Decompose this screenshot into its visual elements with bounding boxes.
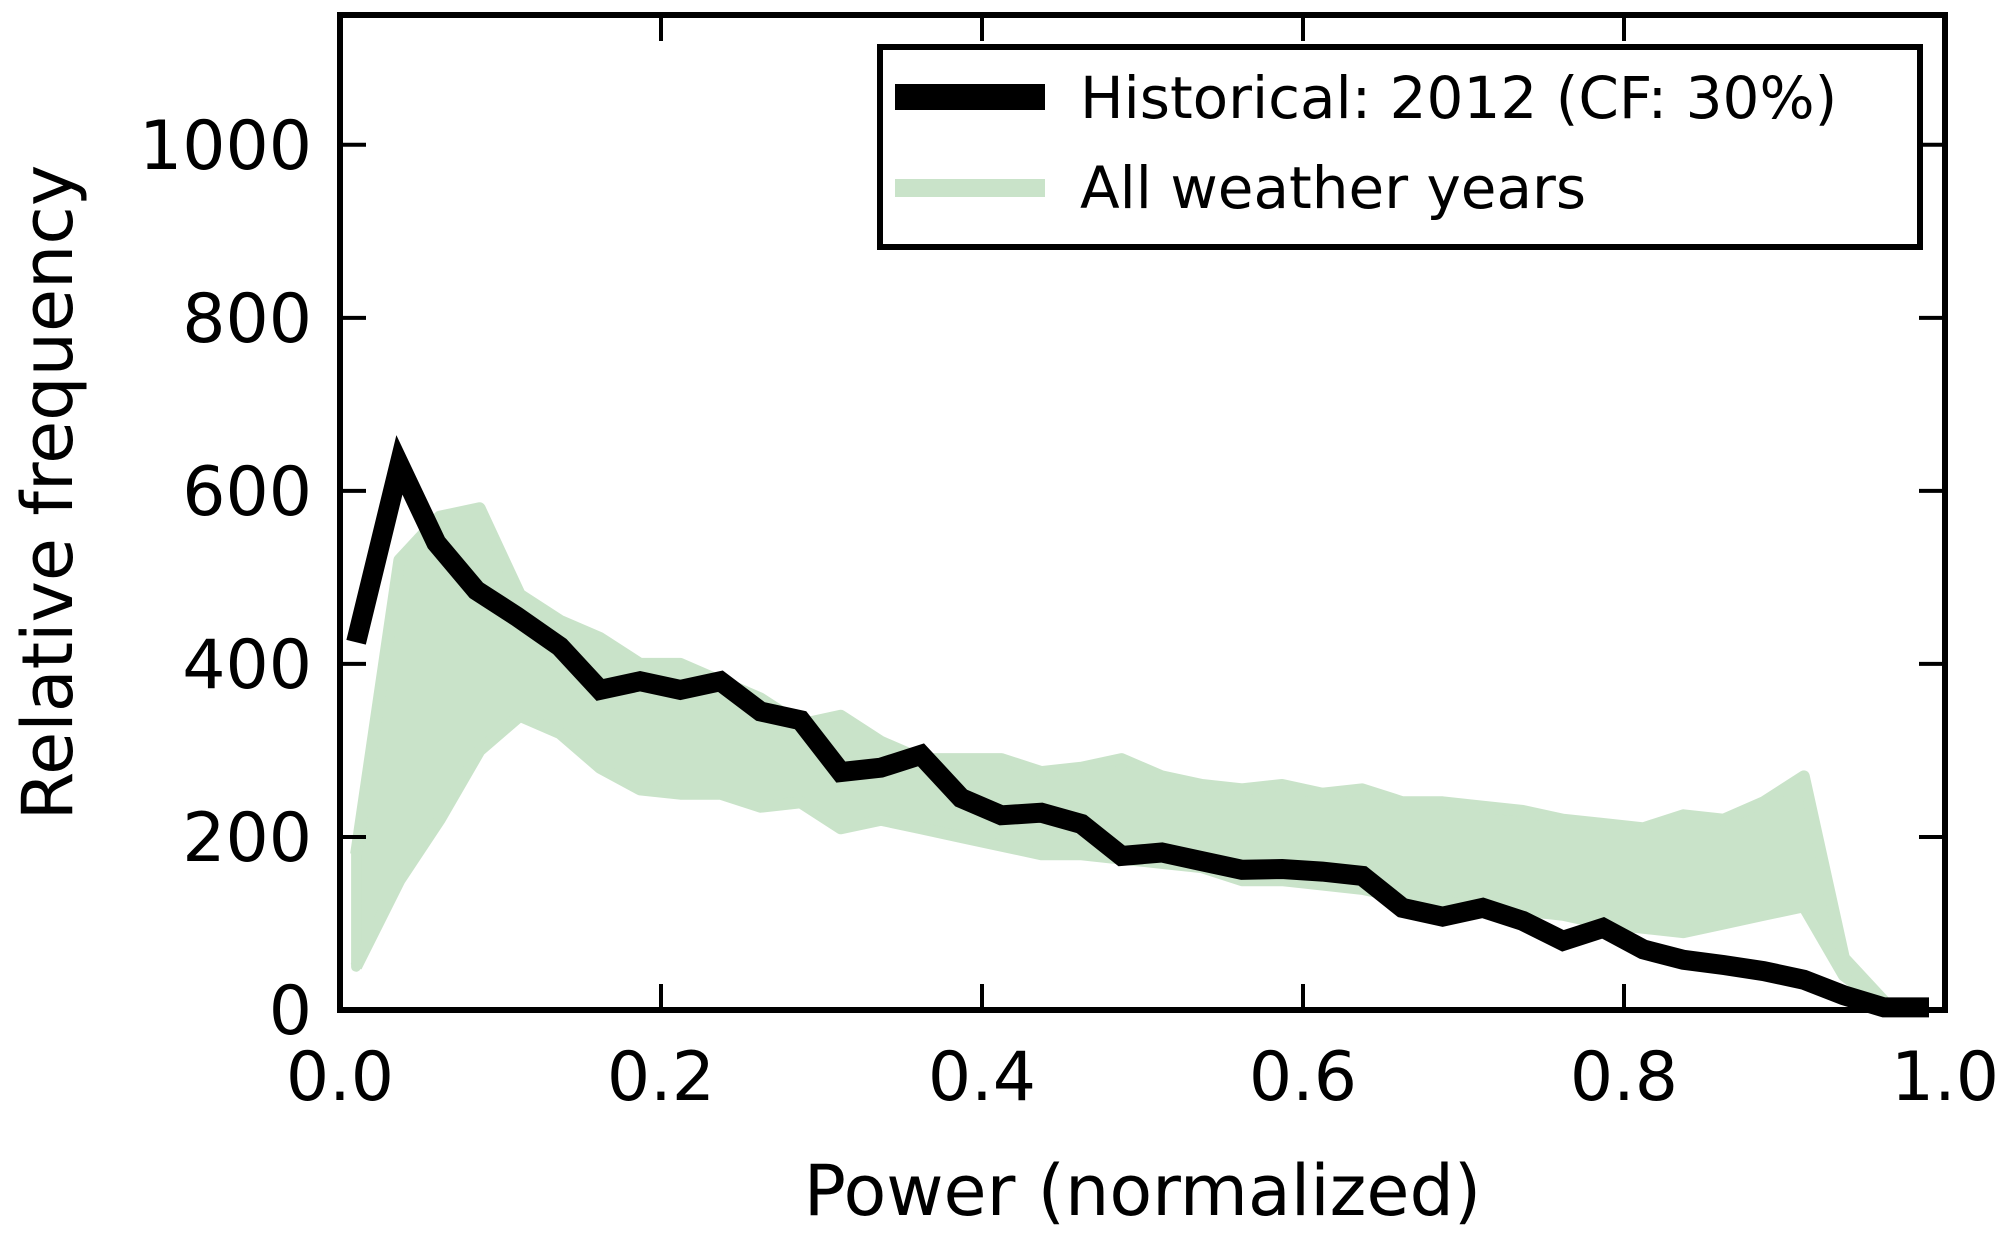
x-tick-labels: 0.0 0.2 0.4 0.6 0.8 1.0 xyxy=(286,1038,1999,1117)
legend-box xyxy=(877,44,1923,250)
y-tick-label: 400 xyxy=(182,626,312,705)
x-tick-label: 0.4 xyxy=(928,1038,1036,1117)
x-tick-label: 0.2 xyxy=(607,1038,715,1117)
plot-frame xyxy=(337,12,1948,1013)
legend-label-historical: Historical: 2012 (CF: 30%) xyxy=(1080,64,1837,132)
x-tick-label: 0.8 xyxy=(1570,1038,1678,1117)
x-tick-label: 0.6 xyxy=(1249,1038,1357,1117)
tick-layer xyxy=(338,15,1947,1012)
weather-years-band-layer xyxy=(350,502,1889,1011)
x-tick-label: 0.0 xyxy=(286,1038,394,1117)
historical-line-layer xyxy=(346,435,1929,1018)
y-tick-label: 800 xyxy=(182,280,312,359)
y-tick-label: 600 xyxy=(182,453,312,532)
y-tick-labels: 0 200 400 600 800 1000 xyxy=(139,107,312,1051)
y-tick-label: 200 xyxy=(182,799,312,878)
x-tick-label: 1.0 xyxy=(1891,1038,1999,1117)
historical-line xyxy=(346,435,1929,1018)
weather-years-upper-line xyxy=(350,502,1889,1006)
y-tick-label: 0 xyxy=(269,972,312,1051)
x-axis-label: Power (normalized) xyxy=(804,1150,1481,1232)
legend: Historical: 2012 (CF: 30%) All weather y… xyxy=(877,44,1923,250)
y-tick-label: 1000 xyxy=(139,107,312,186)
legend-label-weather-years: All weather years xyxy=(1080,154,1586,222)
y-axis-label: Relative frequency xyxy=(7,165,89,821)
